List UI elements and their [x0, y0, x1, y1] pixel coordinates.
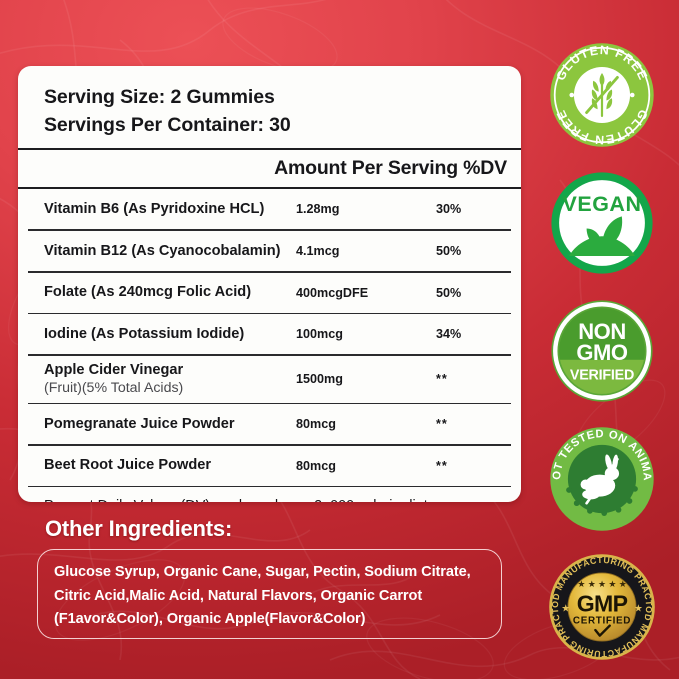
serving-header: Serving Size: 2 Gummies Servings Per Con…	[18, 66, 521, 148]
svg-text:NON: NON	[578, 319, 626, 344]
table-row: Pomegranate Juice Powder 80mcg **	[18, 404, 521, 444]
table-row: Folate (As 240mcg Folic Acid) 400mcgDFE …	[18, 273, 521, 313]
svg-text:GMO: GMO	[576, 340, 628, 365]
footnote-daily-values: Percent Daily Values (DV) are based on a…	[44, 496, 495, 502]
nutrient-amount: 80mcg	[296, 417, 336, 432]
row-divider	[28, 312, 511, 315]
svg-text:GMP: GMP	[577, 590, 628, 616]
table-row: Apple Cider Vinegar (Fruit)(5% Total Aci…	[18, 356, 521, 403]
nutrient-name-text: Pomegranate Juice Powder	[44, 415, 235, 432]
footnotes: Percent Daily Values (DV) are based on a…	[18, 487, 521, 502]
nutrient-amount: 1500mg	[296, 372, 343, 387]
svg-text:★ ★ ★ ★ ★: ★ ★ ★ ★ ★	[577, 579, 626, 589]
nutrient-amount: 100mcg	[296, 327, 343, 342]
nutrient-dv: 30%	[436, 202, 462, 217]
table-row: Beet Root Juice Powder 80mcg **	[18, 446, 521, 486]
serving-size-text: Serving Size: 2 Gummies	[44, 86, 275, 108]
svg-text:CERTIFIED: CERTIFIED	[573, 616, 631, 627]
nutrient-name: Folate (As 240mcg Folic Acid)	[18, 283, 296, 302]
certification-badges: GLUTEN FREE GLUTEN FREE	[540, 40, 665, 662]
nutrient-name-text: Apple Cider Vinegar	[44, 361, 184, 378]
svg-text:★: ★	[561, 603, 570, 614]
nutrient-amount: 4.1mcg	[296, 243, 340, 258]
row-divider	[28, 444, 511, 446]
svg-text:★: ★	[634, 603, 643, 614]
nutrient-name-text: Vitamin B12 (As Cyanocobalamin)	[44, 242, 281, 259]
nutrient-amount: 400mcgDFE	[296, 285, 369, 300]
badge-gluten-free: GLUTEN FREE GLUTEN FREE	[547, 40, 657, 150]
nutrient-dv: 34%	[436, 327, 462, 342]
nutrient-name-subtext: (Fruit)(5% Total Acids)	[44, 380, 184, 397]
other-ingredients-title: Other Ingredients:	[45, 516, 233, 541]
nutrient-name: Vitamin B6 (As Pyridoxine HCL)	[18, 200, 296, 219]
nutrient-amount: 80mcg	[296, 458, 336, 473]
badge-not-tested-on-animal: NOT TESTED ON ANIMAL	[547, 424, 657, 534]
divider-above-amount-header	[18, 148, 521, 151]
nutrient-name-text: Beet Root Juice Powder	[44, 457, 212, 474]
nutrient-dv: **	[436, 458, 448, 473]
table-row: Vitamin B12 (As Cyanocobalamin) 4.1mcg 5…	[18, 231, 521, 271]
nutrient-name-text: Vitamin B6 (As Pyridoxine HCL)	[44, 201, 265, 218]
nutrient-name: Pomegranate Juice Powder	[18, 415, 296, 434]
nutrient-dv: **	[436, 417, 448, 432]
nutrient-dv: 50%	[436, 243, 462, 258]
wheat-slash-icon	[585, 73, 619, 117]
nutrient-name-text: Folate (As 240mcg Folic Acid)	[44, 284, 252, 301]
nutrient-dv: 50%	[436, 285, 462, 300]
row-divider	[28, 485, 511, 488]
ingredients-line: Citric Acid,Malic Acid, Natural Flavors,…	[54, 587, 423, 604]
row-divider	[28, 354, 511, 356]
checkmark-icon	[594, 624, 611, 637]
nutrient-name-text: Iodine (As Potassium Iodide)	[44, 325, 245, 342]
svg-text:VERIFIED: VERIFIED	[570, 368, 634, 384]
row-divider	[28, 402, 511, 405]
row-divider	[28, 270, 511, 273]
ingredients-line: Glucose Syrup, Organic Cane, Sugar, Pect…	[54, 564, 471, 580]
nutrient-amount: 1.28mg	[296, 202, 340, 217]
nutrient-name: Beet Root Juice Powder	[18, 456, 296, 475]
servings-per-container-text: Servings Per Container: 30	[44, 113, 291, 136]
svg-text:VEGAN: VEGAN	[563, 192, 642, 216]
other-ingredients-box: Glucose Syrup, Organic Cane, Sugar, Pect…	[37, 549, 502, 639]
badge-non-gmo-verified: NON GMO VERIFIED	[547, 296, 657, 406]
ingredients-line: (F1avor&Color), Organic Apple(Flavor&Col…	[54, 611, 366, 628]
table-row: Iodine (As Potassium Iodide) 100mcg 34%	[18, 314, 521, 354]
badge-vegan: VEGAN	[547, 168, 657, 278]
divider-below-amount-header	[18, 187, 521, 190]
amount-per-serving-header: Amount Per Serving %DV	[18, 150, 521, 187]
row-divider	[28, 229, 511, 231]
nutrient-name: Iodine (As Potassium Iodide)	[18, 325, 296, 344]
nutrient-name: Vitamin B12 (As Cyanocobalamin)	[18, 242, 296, 261]
amount-header-text: Amount Per Serving %DV	[274, 157, 507, 180]
supplement-facts-panel: Serving Size: 2 Gummies Servings Per Con…	[18, 66, 521, 502]
table-row: Vitamin B6 (As Pyridoxine HCL) 1.28mg 30…	[18, 189, 521, 229]
badge-gmp-certified: GOOD MANUFACTURING PRACTICE GOOD MANUFAC…	[547, 552, 657, 662]
nutrient-dv: **	[436, 372, 448, 387]
nutrient-name: Apple Cider Vinegar (Fruit)(5% Total Aci…	[18, 361, 296, 398]
